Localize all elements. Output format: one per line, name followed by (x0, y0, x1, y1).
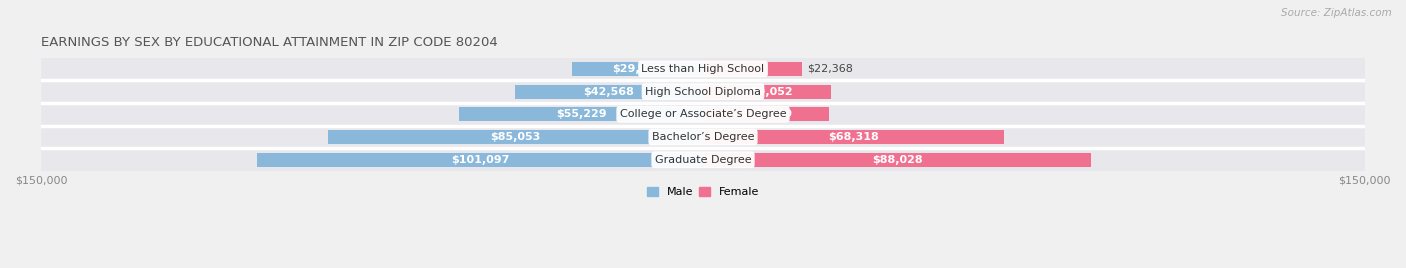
Bar (703, 62, 801, 76)
Text: $29,643: $29,643 (612, 64, 664, 74)
Bar (41, 58, 1365, 80)
Text: Bachelor’s Degree: Bachelor’s Degree (652, 132, 754, 142)
Text: Less than High School: Less than High School (641, 64, 765, 74)
Text: College or Associate’s Degree: College or Associate’s Degree (620, 109, 786, 119)
Text: High School Diploma: High School Diploma (645, 87, 761, 96)
Bar (41, 126, 1365, 148)
Bar (515, 85, 703, 99)
Text: $29,052: $29,052 (742, 87, 793, 96)
Text: $28,640: $28,640 (741, 109, 792, 119)
Bar (703, 107, 830, 121)
Text: Graduate Degree: Graduate Degree (655, 155, 751, 165)
Bar (257, 153, 703, 167)
Text: Source: ZipAtlas.com: Source: ZipAtlas.com (1281, 8, 1392, 18)
Bar (703, 85, 831, 99)
Text: $22,368: $22,368 (807, 64, 853, 74)
Bar (460, 107, 703, 121)
Text: $68,318: $68,318 (828, 132, 879, 142)
Bar (703, 153, 1091, 167)
Text: $85,053: $85,053 (491, 132, 540, 142)
Text: $55,229: $55,229 (555, 109, 606, 119)
Legend: Male, Female: Male, Female (643, 183, 763, 202)
Text: EARNINGS BY SEX BY EDUCATIONAL ATTAINMENT IN ZIP CODE 80204: EARNINGS BY SEX BY EDUCATIONAL ATTAINMEN… (41, 36, 498, 49)
Bar (328, 130, 703, 144)
Text: $42,568: $42,568 (583, 87, 634, 96)
Bar (41, 148, 1365, 171)
Bar (703, 130, 1004, 144)
Text: $88,028: $88,028 (872, 155, 922, 165)
Bar (41, 80, 1365, 103)
Bar (572, 62, 703, 76)
Text: $101,097: $101,097 (451, 155, 509, 165)
Bar (41, 103, 1365, 126)
